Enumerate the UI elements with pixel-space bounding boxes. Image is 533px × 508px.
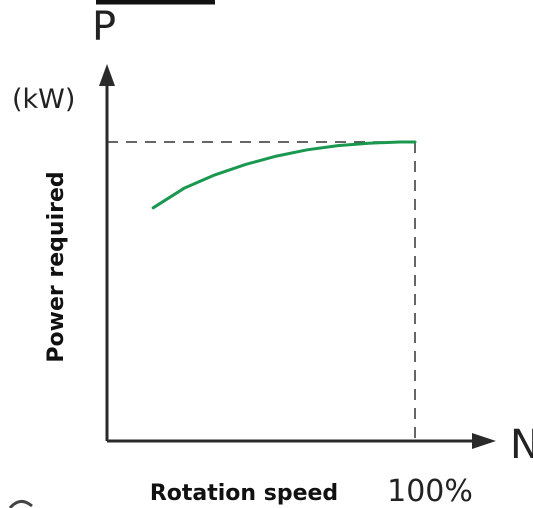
y-axis-unit: (kW) (12, 84, 75, 115)
x-axis-arrowhead (472, 433, 496, 449)
x-axis-symbol: N (510, 422, 533, 468)
power-curve (151, 140, 417, 210)
y-axis-arrowhead (99, 64, 115, 86)
y-axis-label: Power required (44, 171, 69, 362)
x-axis-label: Rotation speed (150, 481, 338, 506)
cropped-glyph (8, 500, 33, 508)
y-axis-symbol: P (92, 4, 116, 50)
x-marker-label: 100% (387, 474, 473, 508)
